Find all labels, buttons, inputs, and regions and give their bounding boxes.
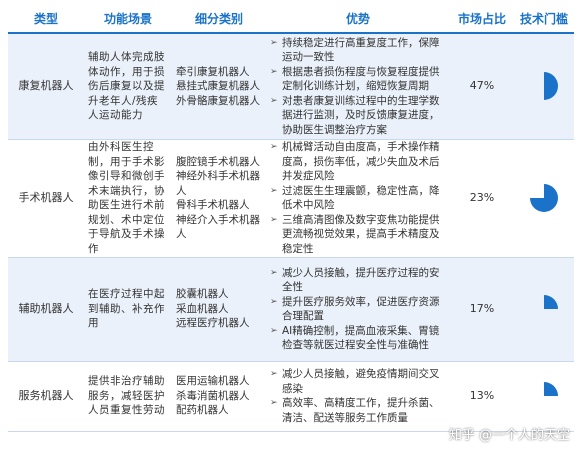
advantage-item: 对患者康复训练过程中的生理学数据进行监测，及时反馈康复进度，协助医生调整治疗方案 <box>270 94 446 138</box>
advantage-item: 提升医疗服务效率，促进医疗资源合理配置 <box>270 295 446 324</box>
market-share-cell: 17% <box>450 257 514 362</box>
advantage-item: 减少人员接触，避免疫情期间交叉感染 <box>270 367 446 396</box>
advantage-item: 机械臂活动自由度高，手术操作精度高，损伤率低，减少失血及术后并发症风险 <box>270 140 446 184</box>
threshold-pie-icon <box>544 382 558 396</box>
subcategory-cell: 腹腔镜手术机器人 神经外科手术机器人 骨科手术机器人 神经介入手术机器人 <box>172 139 266 258</box>
subcategory-cell: 医用运输机器人 杀毒消菌机器人 配药机器人 <box>172 361 266 432</box>
subcategory-item: 医用运输机器人 <box>176 375 250 388</box>
subcategory-item: 外骨骼康复机器人 <box>176 94 260 107</box>
header-type: 类型 <box>8 4 84 34</box>
subcategory-cell: 胶囊机器人 采血机器人 远程医疗机器人 <box>172 257 266 362</box>
market-share-cell: 13% <box>450 361 514 432</box>
threshold-cell <box>514 257 574 362</box>
type-cell: 辅助机器人 <box>8 257 84 362</box>
advantage-item: 过滤医生生理震颤，稳定性高，降低术中风险 <box>270 184 446 213</box>
threshold-cell <box>514 139 574 258</box>
header-advantage: 优势 <box>266 4 450 34</box>
header-tech-threshold: 技术门槛 <box>514 4 574 34</box>
threshold-pie-icon <box>530 184 558 212</box>
table-row: 服务机器人 提供非治疗辅助服务，减轻医护人员重复性劳动 医用运输机器人 杀毒消菌… <box>8 361 574 432</box>
threshold-cell <box>514 33 574 140</box>
subcategory-item: 杀毒消菌机器人 <box>176 389 250 402</box>
type-cell: 康复机器人 <box>8 33 84 140</box>
advantage-cell: 减少人员接触，避免疫情期间交叉感染 高效率、高精度工作，提升杀菌、清洁、配送等服… <box>266 361 450 432</box>
table-row: 手术机器人 由外科医生控制，用于手术影像引导和微创手术末端执行，协助医生进行术前… <box>8 139 574 258</box>
threshold-pie-icon <box>544 72 558 101</box>
subcategory-item: 远程医疗机器人 <box>176 317 250 330</box>
header-market-share: 市场占比 <box>450 4 514 34</box>
threshold-cell <box>514 361 574 432</box>
robot-comparison-table: 类型 功能场景 细分类别 优势 市场占比 技术门槛 康复机器人 辅助人体完成肢体… <box>8 4 574 432</box>
scene-cell: 提供非治疗辅助服务，减轻医护人员重复性劳动 <box>84 361 172 432</box>
subcategory-item: 腹腔镜手术机器人 <box>176 155 260 168</box>
type-cell: 服务机器人 <box>8 361 84 432</box>
scene-cell: 由外科医生控制，用于手术影像引导和微创手术末端执行，协助医生进行术前规划、术中定… <box>84 139 172 258</box>
advantage-item: AI精确控制，提高血液采集、胃镜检查等就医过程安全性与准确性 <box>270 324 446 353</box>
threshold-pie-icon <box>544 295 558 309</box>
subcategory-cell: 牵引康复机器人 悬挂式康复机器人 外骨骼康复机器人 <box>172 33 266 140</box>
subcategory-item: 悬挂式康复机器人 <box>176 80 260 92</box>
watermark: 知乎 @一个人的天空 <box>448 428 570 443</box>
table-row: 辅助机器人 在医疗过程中起到辅助、补充作用 胶囊机器人 采血机器人 远程医疗机器… <box>8 257 574 362</box>
advantage-item: 高效率、高精度工作，提升杀菌、清洁、配送等服务工作质量 <box>270 396 446 425</box>
market-share-cell: 47% <box>450 33 514 140</box>
advantage-item: 根据患者损伤程度与恢复程度提供定制化训练计划，缩短恢复周期 <box>270 65 446 94</box>
scene-cell: 在医疗过程中起到辅助、补充作用 <box>84 257 172 362</box>
subcategory-item: 神经外科手术机器人 <box>176 170 260 197</box>
header-scene: 功能场景 <box>84 4 172 34</box>
subcategory-item: 配药机器人 <box>176 404 229 417</box>
advantage-cell: 持续稳定进行高重复度工作，保障运动一致性 根据患者损伤程度与恢复程度提供定制化训… <box>266 33 450 140</box>
advantage-item: 减少人员接触，提升医疗过程的安全性 <box>270 266 446 295</box>
table-row: 康复机器人 辅助人体完成肢体动作，用于损伤后康复以及提升老年人/残疾人运动能力 … <box>8 33 574 140</box>
subcategory-item: 采血机器人 <box>176 302 229 315</box>
subcategory-item: 神经介入手术机器人 <box>176 213 260 241</box>
subcategory-item: 胶囊机器人 <box>176 288 229 301</box>
type-cell: 手术机器人 <box>8 139 84 258</box>
advantage-cell: 机械臂活动自由度高，手术操作精度高，损伤率低，减少失血及术后并发症风险 过滤医生… <box>266 139 450 258</box>
advantage-cell: 减少人员接触，提升医疗过程的安全性 提升医疗服务效率，促进医疗资源合理配置 AI… <box>266 257 450 362</box>
market-share-cell: 23% <box>450 139 514 258</box>
advantage-item: 三维高清图像及数字变焦功能提供更流畅视觉效果，提高手术精度及稳定性 <box>270 213 446 257</box>
header-row: 类型 功能场景 细分类别 优势 市场占比 技术门槛 <box>8 4 574 34</box>
subcategory-item: 骨科手术机器人 <box>176 199 250 211</box>
subcategory-item: 牵引康复机器人 <box>176 65 250 78</box>
scene-cell: 辅助人体完成肢体动作，用于损伤后康复以及提升老年人/残疾人运动能力 <box>84 33 172 140</box>
header-subcategory: 细分类别 <box>172 4 266 34</box>
advantage-item: 持续稳定进行高重复度工作，保障运动一致性 <box>270 36 446 65</box>
